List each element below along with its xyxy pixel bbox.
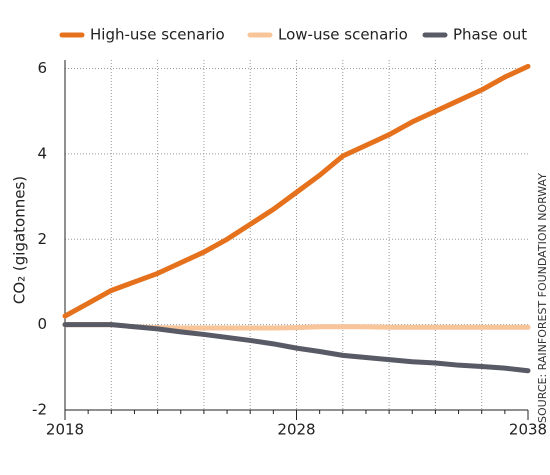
x-tick-label: 2028: [277, 421, 315, 439]
source-note: SOURCE: RAINFOREST FOUNDATION NORWAY: [536, 173, 549, 423]
legend-label: High-use scenario: [90, 26, 225, 44]
y-tick-label: 4: [37, 144, 47, 162]
y-tick-label: 2: [37, 230, 47, 248]
legend-label: Low-use scenario: [278, 26, 408, 44]
series-line: [62, 322, 531, 374]
legend-label: Phase out: [453, 26, 527, 44]
x-tick-label: 2018: [46, 421, 84, 439]
y-tick-label: -2: [32, 401, 47, 419]
series-line: [62, 63, 531, 319]
y-tick-label: 6: [37, 59, 47, 77]
y-tick-label: 0: [37, 315, 47, 333]
y-axis-label: CO₂ (gigatonnes): [11, 176, 29, 304]
x-tick-label: 2038: [509, 421, 547, 439]
